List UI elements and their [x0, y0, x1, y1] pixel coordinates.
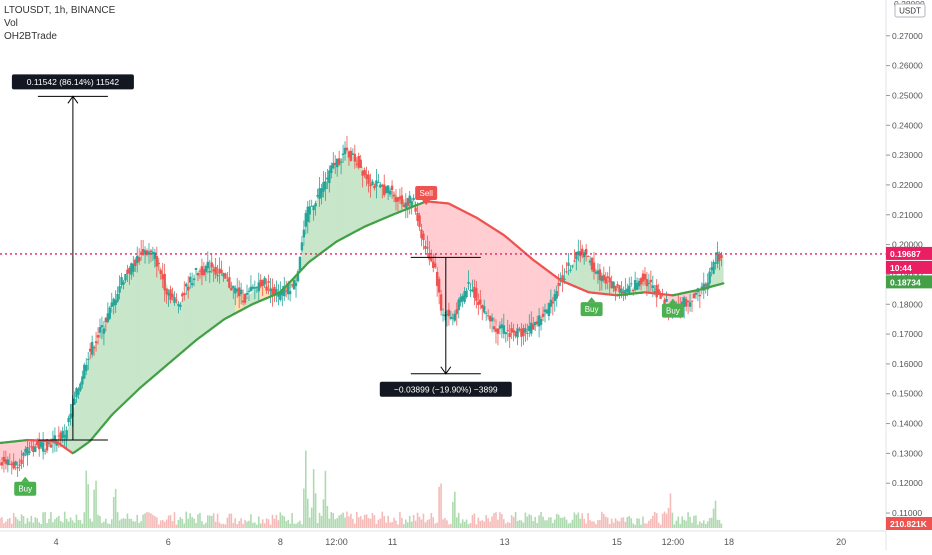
price-tick-label: 0.23000	[892, 150, 923, 160]
volume-indicator-label[interactable]: Vol	[4, 17, 115, 30]
time-tick-label: 12:00	[325, 537, 348, 547]
last-price-label-text: 0.19687	[890, 249, 921, 259]
price-tick-label: 0.14000	[892, 419, 923, 429]
price-tick-label: 0.24000	[892, 120, 923, 130]
ma-price-label-text: 0.18734	[890, 277, 921, 287]
time-tick-label: 18	[724, 537, 734, 547]
time-tick-label: 12:00	[662, 537, 685, 547]
volume-bars	[0, 451, 722, 528]
price-tick-label: 0.25000	[892, 90, 923, 100]
price-tick-label: 0.15000	[892, 389, 923, 399]
price-tick-label: 0.27000	[892, 31, 923, 41]
time-tick-label: 8	[278, 537, 283, 547]
measure-label-text: 0.11542 (86.14%) 11542	[27, 77, 120, 87]
price-tick-label: 0.18000	[892, 299, 923, 309]
time-tick-label: 6	[166, 537, 171, 547]
oh2btrade-indicator-label[interactable]: OH2BTrade	[4, 30, 115, 43]
price-tick-label: 0.21000	[892, 210, 923, 220]
price-tick-label: 0.26000	[892, 61, 923, 71]
signal-label: Buy	[585, 305, 599, 314]
measure-label-text: −0.03899 (−19.90%) −3899	[394, 384, 498, 394]
time-tick-label: 20	[836, 537, 846, 547]
signal-label: Buy	[18, 485, 32, 494]
signal-label: Sell	[420, 189, 434, 198]
symbol-line[interactable]: LTOUSDT, 1h, BINANCE	[4, 4, 115, 17]
volume-max-text: 210.821K	[890, 519, 928, 529]
time-tick-label: 11	[388, 537, 397, 547]
time-tick-label: 15	[612, 537, 622, 547]
price-tick-label: 0.13000	[892, 448, 923, 458]
price-tick-label: 0.22000	[892, 180, 923, 190]
price-tick-label: 0.17000	[892, 329, 923, 339]
price-tick-label: 0.11000	[892, 508, 922, 518]
time-tick-label: 13	[500, 537, 510, 547]
candle-countdown-label-text: 10:44	[890, 263, 912, 273]
currency-badge-text: USDT	[899, 7, 921, 16]
chart-legend: LTOUSDT, 1h, BINANCE Vol OH2BTrade	[4, 4, 115, 43]
price-tick-label: 0.16000	[892, 359, 923, 369]
time-tick-label: 4	[54, 537, 59, 547]
signal-label: Buy	[666, 307, 680, 316]
price-tick-label: 0.12000	[892, 478, 923, 488]
